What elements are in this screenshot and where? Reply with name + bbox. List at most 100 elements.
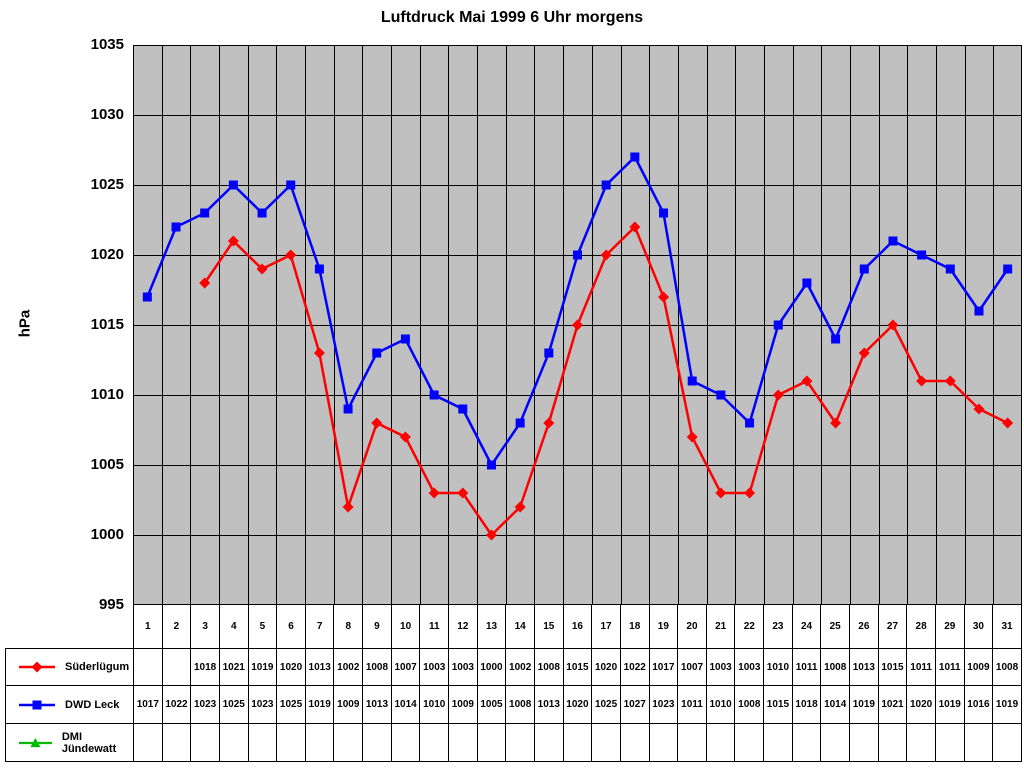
table-value-cell: 1008 <box>535 649 564 685</box>
table-row: DMI Jündewatt <box>5 724 1022 762</box>
table-value-cell <box>936 724 965 761</box>
x-axis-day-label: 28 <box>907 605 936 648</box>
table-value-cell <box>306 724 335 761</box>
x-axis-day-label: 4 <box>220 605 249 648</box>
x-axis-day-label: 22 <box>735 605 765 648</box>
table-value-cell: 1013 <box>850 649 879 685</box>
x-axis-day-label: 25 <box>821 605 851 648</box>
table-value-cell: 1013 <box>306 649 335 685</box>
table-value-cell: 1003 <box>707 649 736 685</box>
legend-item: DMI Jündewatt <box>6 724 134 761</box>
plot-svg <box>133 45 1022 605</box>
table-value-cell <box>191 724 220 761</box>
table-value-cell <box>449 724 478 761</box>
table-value-cell: 1022 <box>163 686 192 723</box>
table-value-cell <box>420 724 450 761</box>
table-value-cell <box>134 649 163 685</box>
table-value-cell <box>993 724 1022 761</box>
table-value-cell: 1003 <box>735 649 765 685</box>
x-axis-day-label: 12 <box>449 605 478 648</box>
table-value-cell: 1025 <box>220 686 249 723</box>
table-value-cell: 1007 <box>678 649 707 685</box>
table-value-cell <box>650 724 679 761</box>
table-value-cell: 1018 <box>793 686 822 723</box>
table-value-cell: 1017 <box>650 649 679 685</box>
table-value-cell: 1013 <box>535 686 564 723</box>
legend-item: Süderlügum <box>6 649 134 685</box>
square-marker-icon <box>19 700 55 709</box>
table-value-cell: 1025 <box>277 686 306 723</box>
legend-series-name: DMI Jündewatt <box>61 730 117 755</box>
table-value-cell: 1002 <box>506 649 535 685</box>
table-value-cell: 1021 <box>879 686 908 723</box>
table-row: Süderlügum 1018 1021 1019 1020 1013 1002 1008 10… <box>5 648 1022 686</box>
table-value-cell <box>363 724 392 761</box>
legend-series-name: DWD Leck <box>65 698 120 711</box>
table-value-cell: 1021 <box>220 649 249 685</box>
table-value-cell: 1003 <box>420 649 450 685</box>
table-value-cell <box>535 724 564 761</box>
y-axis-tick-label: 1005 <box>90 456 124 473</box>
x-axis-day-label: 5 <box>249 605 278 648</box>
table-value-cell: 1009 <box>449 686 478 723</box>
y-axis-tick-label: 1000 <box>90 526 124 543</box>
table-value-cell <box>564 724 593 761</box>
x-axis-day-label: 27 <box>879 605 908 648</box>
x-axis-day-label: 18 <box>621 605 650 648</box>
x-axis-day-label: 31 <box>993 605 1022 648</box>
x-axis-day-label: 23 <box>764 605 793 648</box>
table-value-cell <box>621 724 650 761</box>
table-value-cell <box>879 724 908 761</box>
table-value-cell: 1023 <box>249 686 278 723</box>
table-value-cell: 1015 <box>879 649 908 685</box>
chart-title: Luftdruck Mai 1999 6 Uhr morgens <box>380 9 644 26</box>
table-value-cell <box>907 724 936 761</box>
table-value-cell: 1011 <box>793 649 822 685</box>
y-axis-tick-label: 1025 <box>90 176 124 193</box>
table-value-cell <box>707 724 736 761</box>
x-axis-day-label: 14 <box>506 605 535 648</box>
table-row: DWD Leck 1017 1022 1023 1025 1023 1025 1019 1009… <box>5 686 1022 724</box>
x-axis-day-label: 29 <box>936 605 965 648</box>
table-value-cell <box>821 724 851 761</box>
table-value-cell: 1011 <box>678 686 707 723</box>
x-axis-day-label: 30 <box>965 605 994 648</box>
x-axis-day-label: 16 <box>564 605 593 648</box>
plot-area <box>133 45 1022 605</box>
table-value-cell: 1023 <box>650 686 679 723</box>
y-axis-tick-label: 1020 <box>90 246 124 263</box>
table-value-cell: 1017 <box>134 686 163 723</box>
table-value-cell: 1019 <box>850 686 879 723</box>
table-value-cell <box>965 724 994 761</box>
x-axis-day-label: 10 <box>392 605 421 648</box>
table-value-cell <box>249 724 278 761</box>
table-value-cell: 1027 <box>621 686 650 723</box>
x-axis-day-label: 13 <box>478 605 507 648</box>
table-value-cell: 1011 <box>936 649 965 685</box>
table-value-cell: 1005 <box>478 686 507 723</box>
y-axis-tick-label: 1015 <box>90 316 124 333</box>
table-value-cell: 1010 <box>707 686 736 723</box>
table-value-cell <box>392 724 421 761</box>
y-axis-title: hPa <box>16 309 34 338</box>
table-value-cell <box>163 649 192 685</box>
table-value-cell: 1008 <box>821 649 851 685</box>
table-value-cell <box>764 724 793 761</box>
x-axis-day-label: 9 <box>363 605 392 648</box>
table-value-cell: 1008 <box>363 649 392 685</box>
table-value-cell <box>334 724 364 761</box>
table-value-cell <box>277 724 306 761</box>
table-value-cell: 1009 <box>965 649 994 685</box>
table-value-cell: 1019 <box>936 686 965 723</box>
table-value-cell <box>850 724 879 761</box>
triangle-marker-icon <box>18 737 52 747</box>
table-value-cell: 1009 <box>334 686 364 723</box>
table-value-cell: 1019 <box>993 686 1022 723</box>
table-value-cell: 1019 <box>306 686 335 723</box>
table-value-cell: 1007 <box>392 649 421 685</box>
table-value-cell: 1020 <box>277 649 306 685</box>
table-value-cell <box>735 724 765 761</box>
table-value-cell <box>793 724 822 761</box>
table-value-cell: 1008 <box>506 686 535 723</box>
x-axis-day-label: 2 <box>163 605 192 648</box>
